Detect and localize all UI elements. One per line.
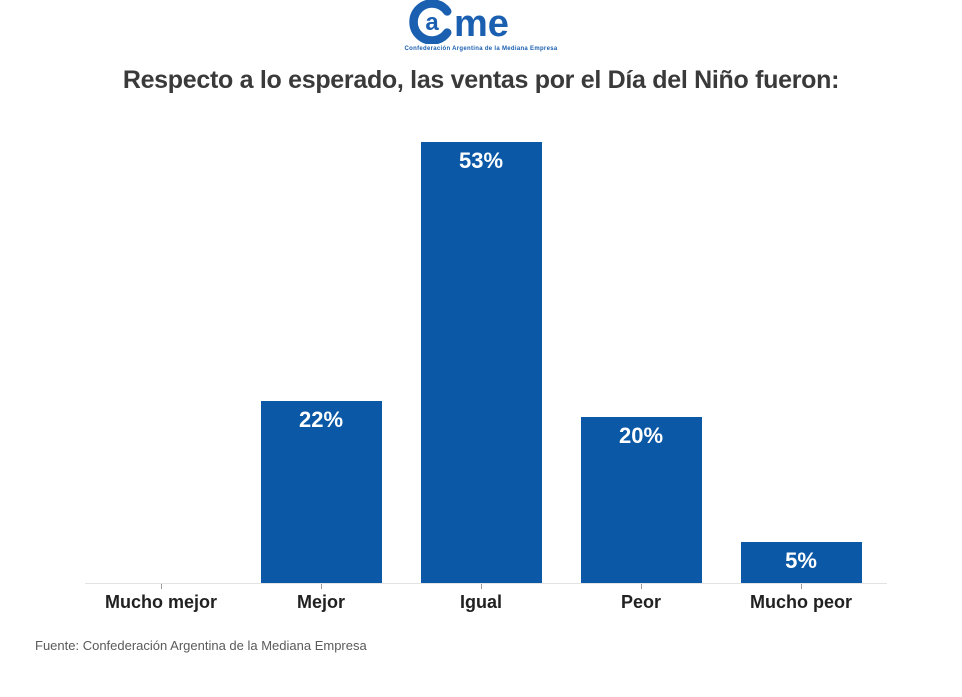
x-axis-label-igual: Igual [459,592,502,612]
bar-value-label-mejor: 22% [298,406,344,432]
x-axis-tick-peor [641,584,642,589]
bar-slot-igual: 53% [401,114,561,584]
logo-tagline: Confederación Argentina de la Mediana Em… [404,46,558,52]
bar-chart-area: 22% 53% 20% 5% Mucho mejor Mejor Igual Peor Muc… [81,114,887,612]
bar-igual: 53% [420,141,542,584]
x-axis-tick-mucho-mejor [161,584,162,589]
bar-value-label-peor: 20% [618,423,664,449]
x-axis-label-mucho-peor: Mucho peor [750,592,852,612]
bar-value-label-mucho-peor: 5% [785,548,817,574]
bar-value-label-igual: 53% [458,147,504,173]
source-note: Fuente: Confederación Argentina de la Me… [35,638,367,653]
x-axis-label-peor: Peor [620,592,662,612]
bar-mucho-peor: 5% [740,542,862,584]
bar-peor: 20% [580,417,702,584]
x-axis-line [85,583,887,584]
x-axis-ticks [81,584,881,590]
x-axis-tick-mejor [321,584,322,589]
came-logo-icon: a me [409,0,509,44]
bar-slot-mucho-peor: 5% [721,114,881,584]
bar-chart: 22% 53% 20% 5% [81,114,881,584]
chart-title: Respecto a lo esperado, las ventas por e… [122,66,840,94]
bar-slot-peor: 20% [561,114,721,584]
x-axis-tick-igual [481,584,482,589]
bar-slot-mucho-mejor [81,114,241,584]
came-logo: a me Confederación Argentina de la Media… [0,0,962,52]
bar-slot-mejor: 22% [241,114,401,584]
logo-letters-me: me [454,3,509,44]
x-axis-labels: Mucho mejor Mejor Igual Peor Mucho peor [81,592,881,613]
x-axis-label-mejor: Mejor [296,592,345,612]
x-axis-tick-mucho-peor [801,584,802,589]
logo-letter-a: a [425,9,439,36]
bar-mejor: 22% [260,400,382,584]
x-axis-label-mucho-mejor: Mucho mejor [104,592,217,612]
